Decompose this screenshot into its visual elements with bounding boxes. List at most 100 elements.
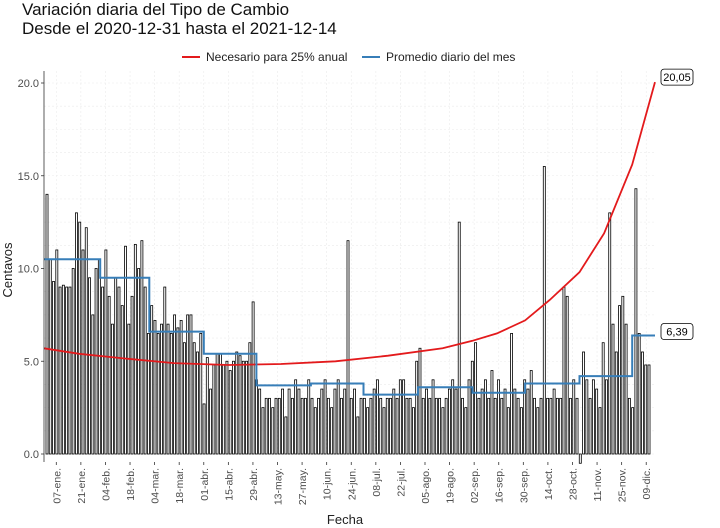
bar bbox=[189, 314, 193, 455]
bar bbox=[395, 397, 399, 455]
bar bbox=[297, 388, 301, 455]
bar bbox=[555, 397, 559, 455]
bar bbox=[627, 397, 631, 455]
bar bbox=[608, 212, 612, 455]
bar bbox=[61, 284, 65, 455]
x-tick-label: 15-abr. bbox=[223, 468, 235, 501]
legend-swatch-blue bbox=[362, 56, 380, 58]
bar bbox=[48, 258, 52, 455]
bar bbox=[474, 342, 478, 455]
y-tick-label: 5.0 bbox=[24, 356, 39, 368]
bar bbox=[516, 397, 520, 455]
bar bbox=[467, 379, 471, 455]
bar bbox=[55, 249, 59, 455]
x-tick-label: 13-may. bbox=[273, 468, 285, 505]
y-tick-label: 0.0 bbox=[24, 449, 39, 461]
bar bbox=[552, 388, 556, 455]
bar bbox=[268, 397, 271, 455]
bar bbox=[598, 407, 602, 455]
bar bbox=[323, 379, 327, 455]
bar bbox=[163, 286, 167, 455]
legend-item-necesario: Necesario para 25% anual bbox=[182, 50, 347, 64]
bar bbox=[506, 407, 510, 455]
bar bbox=[421, 397, 425, 455]
bar bbox=[464, 407, 468, 455]
bar bbox=[408, 397, 412, 455]
x-tick-label: 05-ago. bbox=[420, 468, 432, 504]
bar bbox=[438, 397, 442, 455]
bar bbox=[588, 397, 592, 455]
y-axis-label: Centavos bbox=[0, 242, 15, 297]
bar bbox=[457, 221, 461, 455]
y-tick-label: 10.0 bbox=[18, 264, 39, 276]
bar bbox=[294, 379, 298, 455]
line-necesario bbox=[43, 81, 656, 366]
bar bbox=[503, 388, 507, 455]
bar bbox=[346, 240, 350, 455]
bar bbox=[78, 221, 82, 455]
bar bbox=[287, 388, 291, 455]
bar bbox=[202, 403, 206, 455]
bar bbox=[356, 416, 360, 455]
bar bbox=[376, 379, 379, 455]
bar bbox=[111, 323, 114, 455]
bar bbox=[117, 286, 121, 455]
bar bbox=[153, 320, 157, 455]
bar bbox=[199, 333, 203, 455]
x-tick-label: 18-mar. bbox=[174, 468, 186, 504]
bar bbox=[169, 333, 173, 455]
bar bbox=[209, 388, 213, 455]
bar bbox=[215, 353, 219, 455]
bar bbox=[565, 295, 569, 455]
bar bbox=[542, 166, 546, 455]
x-tick-label: 27-may. bbox=[297, 468, 309, 505]
bar bbox=[546, 397, 549, 455]
bar bbox=[605, 379, 608, 455]
bar bbox=[389, 397, 392, 455]
bar bbox=[601, 342, 605, 455]
bar bbox=[84, 227, 88, 455]
bar bbox=[595, 388, 599, 455]
bar bbox=[562, 286, 566, 455]
x-tick-label: 10-jun. bbox=[322, 468, 334, 500]
bar bbox=[431, 379, 435, 455]
bar bbox=[637, 333, 641, 455]
bar bbox=[104, 249, 108, 455]
x-tick-label: 18-feb. bbox=[125, 468, 137, 501]
x-tick-label: 16-sep. bbox=[494, 468, 506, 503]
bar bbox=[88, 277, 91, 455]
legend-label-promedio: Promedio diario del mes bbox=[386, 50, 516, 64]
y-tick-label: 20.0 bbox=[18, 78, 39, 90]
x-tick-label: 14-oct. bbox=[543, 468, 555, 500]
bar bbox=[245, 360, 248, 455]
bar bbox=[533, 397, 536, 455]
axes-layer: 0.0 5.0 10.0 15.0 20.0 07-ene. 21-ene. 04-feb. 1… bbox=[18, 71, 653, 505]
bar bbox=[140, 240, 144, 455]
bar bbox=[251, 301, 255, 455]
bar bbox=[212, 364, 216, 455]
bar bbox=[398, 379, 402, 455]
x-tick-label: 01-abr. bbox=[199, 468, 211, 501]
bar bbox=[271, 407, 275, 455]
bar bbox=[382, 407, 386, 455]
bar bbox=[317, 397, 320, 455]
bar bbox=[372, 388, 376, 455]
bar bbox=[101, 286, 105, 455]
bar bbox=[304, 397, 307, 455]
bar bbox=[379, 397, 383, 455]
bar bbox=[94, 268, 98, 455]
bar bbox=[261, 407, 265, 455]
bar bbox=[392, 388, 396, 455]
x-tick-label: 21-ene. bbox=[76, 468, 88, 504]
x-tick-label: 19-ago. bbox=[445, 468, 457, 504]
bar bbox=[591, 379, 595, 455]
bar bbox=[238, 355, 242, 455]
bar bbox=[539, 397, 543, 455]
chart-title: Variación diaria del Tipo de Cambio Desd… bbox=[22, 0, 337, 38]
bar bbox=[330, 407, 334, 455]
bar bbox=[254, 379, 258, 455]
bar bbox=[585, 379, 589, 455]
bar bbox=[614, 351, 618, 455]
